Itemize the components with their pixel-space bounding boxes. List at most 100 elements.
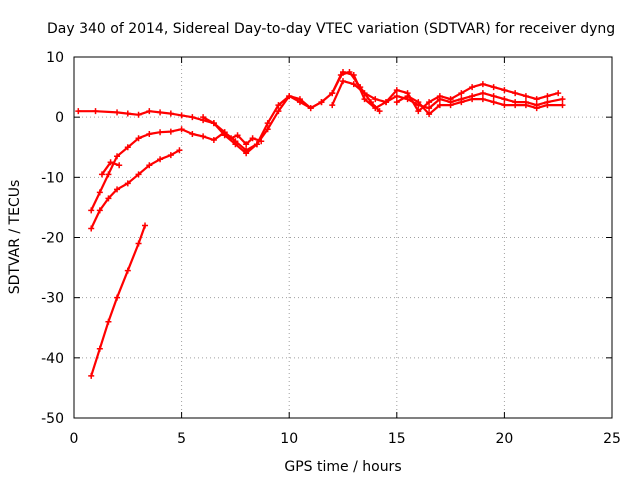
data-point xyxy=(176,147,183,154)
data-point xyxy=(142,222,149,229)
data-point xyxy=(105,171,112,178)
data-point xyxy=(96,207,103,214)
data-point xyxy=(200,133,207,140)
data-point xyxy=(318,99,325,106)
data-point xyxy=(88,225,95,232)
x-tick-label: 25 xyxy=(603,431,621,447)
data-point xyxy=(167,128,174,135)
data-point xyxy=(210,137,217,144)
series-line xyxy=(395,95,564,116)
x-tick-label: 15 xyxy=(388,431,406,447)
data-point xyxy=(415,108,422,115)
data-point xyxy=(404,93,411,100)
data-point xyxy=(221,132,228,139)
x-tick-labels: 0 5 10 15 20 25 xyxy=(70,431,621,447)
data-point xyxy=(555,90,562,97)
data-point xyxy=(376,108,383,115)
data-point xyxy=(479,81,486,88)
data-point xyxy=(337,72,344,79)
series-line xyxy=(90,149,181,230)
y-tick-label: -50 xyxy=(41,411,64,427)
data-point xyxy=(116,162,123,169)
data-point xyxy=(157,109,164,116)
data-point xyxy=(458,99,465,106)
data-point xyxy=(286,93,293,100)
y-tick-label: 0 xyxy=(55,110,64,126)
data-point xyxy=(114,153,121,160)
data-point xyxy=(135,240,142,247)
data-point xyxy=(124,144,131,151)
data-point xyxy=(105,318,112,325)
series-track-g xyxy=(329,78,566,112)
data-point xyxy=(393,87,400,94)
y-tick-label: -20 xyxy=(41,231,64,247)
y-tick-label: -10 xyxy=(41,170,64,186)
data-point xyxy=(346,69,353,76)
series-track-e xyxy=(88,222,149,379)
data-point xyxy=(512,102,519,109)
data-point xyxy=(243,141,250,148)
plot-frame xyxy=(73,56,613,419)
data-point xyxy=(253,141,260,148)
data-point xyxy=(88,372,95,379)
data-point xyxy=(124,267,131,274)
data-point xyxy=(490,93,497,100)
data-point xyxy=(361,96,368,103)
y-tick-labels: -50 -40 -30 -20 -10 0 10 xyxy=(41,50,64,427)
data-point xyxy=(200,114,207,121)
series-track-c xyxy=(88,147,183,232)
data-point xyxy=(512,90,519,97)
data-point xyxy=(146,108,153,115)
data-point xyxy=(114,294,121,301)
data-point xyxy=(447,102,454,109)
series-line xyxy=(202,70,560,155)
x-tick-label: 20 xyxy=(495,431,513,447)
data-point xyxy=(329,102,336,109)
data-point xyxy=(135,171,142,178)
data-point xyxy=(124,110,131,117)
data-point xyxy=(415,99,422,106)
data-point xyxy=(357,84,364,91)
data-point xyxy=(544,102,551,109)
y-tick-label: -30 xyxy=(41,291,64,307)
data-point xyxy=(178,112,185,119)
data-point xyxy=(501,87,508,94)
data-point xyxy=(522,102,529,109)
data-point xyxy=(383,99,390,106)
data-point xyxy=(88,207,95,214)
data-point xyxy=(307,105,314,112)
data-point xyxy=(426,111,433,118)
grid xyxy=(74,57,612,418)
data-point xyxy=(501,102,508,109)
data-point xyxy=(501,96,508,103)
y-axis-label: SDTVAR / TECUs xyxy=(7,180,23,295)
data-point xyxy=(189,114,196,121)
series-track-h xyxy=(393,93,566,118)
data-point xyxy=(469,96,476,103)
data-point xyxy=(533,105,540,112)
data-point xyxy=(490,99,497,106)
data-point xyxy=(458,90,465,97)
data-point xyxy=(96,345,103,352)
data-point xyxy=(189,131,196,138)
data-point xyxy=(275,108,282,115)
data-point xyxy=(167,110,174,117)
data-point xyxy=(96,189,103,196)
data-point xyxy=(296,99,303,106)
data-point xyxy=(275,102,282,109)
data-point xyxy=(490,84,497,91)
data-point xyxy=(479,96,486,103)
data-point xyxy=(92,108,99,115)
y-tick-label: -40 xyxy=(41,351,64,367)
data-point xyxy=(264,120,271,127)
data-point xyxy=(157,156,164,163)
data-point xyxy=(114,109,121,116)
data-point xyxy=(135,111,142,118)
data-point xyxy=(372,96,379,103)
data-point xyxy=(436,102,443,109)
data-point xyxy=(469,84,476,91)
data-point xyxy=(559,96,566,103)
y-tick-label: 10 xyxy=(46,50,64,66)
